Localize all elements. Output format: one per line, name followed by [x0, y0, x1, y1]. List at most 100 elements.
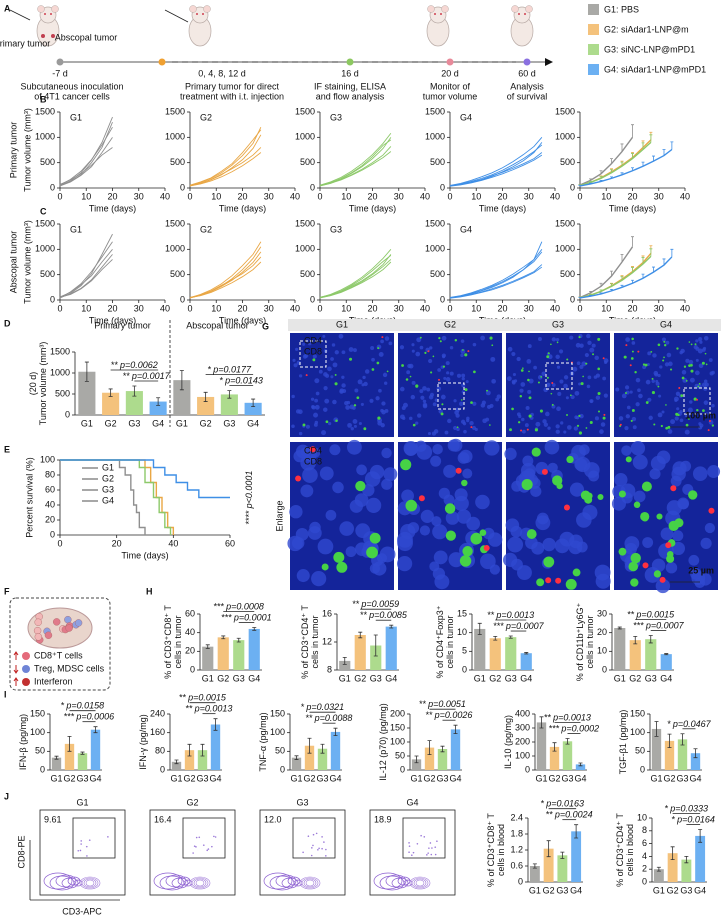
growth-curve: [189, 246, 262, 299]
bar: [149, 401, 167, 415]
nucleus: [647, 351, 652, 356]
nucleus: [689, 400, 693, 404]
nucleus: [429, 561, 440, 572]
y-tick-label: 0: [570, 182, 575, 192]
nucleus: [665, 561, 678, 574]
x-tick-label: 10: [601, 303, 611, 313]
cd8-cell: [522, 367, 524, 369]
y-axis-label: cells in blood: [496, 824, 506, 876]
category-label: G1: [614, 673, 626, 683]
growth-curve: [189, 147, 262, 187]
stars: **: [123, 371, 131, 381]
nucleus: [666, 352, 672, 358]
stars: **: [186, 704, 194, 714]
cd8-cell: [597, 367, 601, 371]
nucleus: [511, 379, 516, 384]
error-bar: [680, 733, 685, 746]
nucleus: [460, 339, 465, 343]
category-label: G3: [680, 885, 692, 895]
legend-label: Treg, MDSC cells: [34, 663, 105, 673]
event: [198, 836, 201, 839]
error-bar: [203, 391, 208, 402]
x-tick-label: 40: [420, 191, 430, 201]
nucleus: [291, 424, 295, 429]
zoom-box: [299, 340, 327, 368]
tumor-mark: [51, 34, 55, 38]
cd8-cell: [705, 363, 708, 366]
y-tick-label: 20: [597, 627, 607, 637]
nucleus: [709, 371, 714, 376]
y-tick-label: 5: [462, 646, 467, 656]
bar: [557, 855, 568, 882]
nucleus: [530, 485, 542, 497]
nucleus: [302, 354, 308, 359]
legend-label: G2: [102, 473, 114, 483]
timeline-time: -7 d: [52, 68, 68, 78]
category-label: G1: [650, 773, 662, 783]
flow-density: [177, 876, 191, 886]
nucleus: [460, 353, 464, 358]
cd8-cell: [363, 427, 367, 431]
event: [426, 854, 428, 856]
cd8-cell: [693, 397, 697, 401]
nucleus: [369, 398, 374, 403]
nucleus: [659, 365, 663, 369]
category-label: G3: [370, 673, 382, 683]
bar: [291, 757, 302, 770]
y-tick-label: 0: [160, 764, 165, 774]
cd4-cell: [619, 423, 622, 426]
nucleus: [431, 516, 442, 527]
nucleus: [672, 530, 684, 542]
cd8-cell: [540, 375, 543, 378]
significance-label: * p=0.0143: [220, 376, 263, 386]
bar: [543, 848, 554, 882]
nucleus: [547, 426, 551, 430]
significance-label: *** p=0.0006: [64, 712, 114, 722]
p-value: p=0.0059: [360, 600, 399, 610]
nucleus: [671, 541, 686, 556]
cd8-cell: [687, 417, 690, 420]
cd8-cell: [325, 420, 329, 424]
p-value: p=0.0013: [495, 610, 534, 620]
category-label: G4: [660, 673, 672, 683]
nucleus: [511, 351, 516, 357]
nucleus: [527, 389, 532, 395]
stars: *: [665, 804, 669, 814]
cd8-cell: [479, 529, 487, 537]
nucleus: [380, 339, 384, 344]
nucleus: [485, 390, 491, 396]
cd4-cell: [670, 485, 677, 492]
y-tick-label: 1500: [425, 106, 445, 116]
nucleus: [443, 464, 457, 478]
x-axis-label: Time (days): [89, 315, 136, 325]
nucleus: [524, 423, 529, 428]
percent-label: 9.61: [44, 814, 62, 824]
nucleus: [302, 342, 306, 346]
nucleus: [452, 425, 458, 431]
legend-icon: [22, 652, 30, 660]
event: [80, 840, 83, 842]
y-axis-label: IFN-γ (pg/mg): [138, 714, 148, 770]
category-label: G4: [689, 773, 701, 783]
y-axis-label: % of CD4⁺Foxp3⁺: [435, 605, 445, 678]
category-label: G4: [247, 418, 259, 428]
nucleus: [442, 355, 446, 359]
timeline-text: IF staining, ELISA: [314, 81, 386, 91]
error-bar: [440, 745, 445, 753]
cd8-cell: [644, 363, 648, 367]
error-bar: [552, 742, 557, 752]
y-tick-label: 500: [560, 269, 575, 279]
nucleus: [698, 422, 702, 426]
panel-letter: J: [4, 791, 9, 801]
category-label: G3: [223, 418, 235, 428]
stars: **: [352, 600, 360, 610]
y-tick-label: 300: [515, 722, 530, 732]
event: [434, 846, 437, 848]
cd8-cell: [696, 408, 699, 412]
bar: [629, 640, 641, 670]
y-tick-label: 0: [642, 876, 647, 886]
category-label: G2: [489, 673, 501, 683]
x-axis-label: Time (days): [219, 315, 266, 325]
flow-density: [287, 876, 301, 886]
category-label: G2: [543, 885, 555, 895]
